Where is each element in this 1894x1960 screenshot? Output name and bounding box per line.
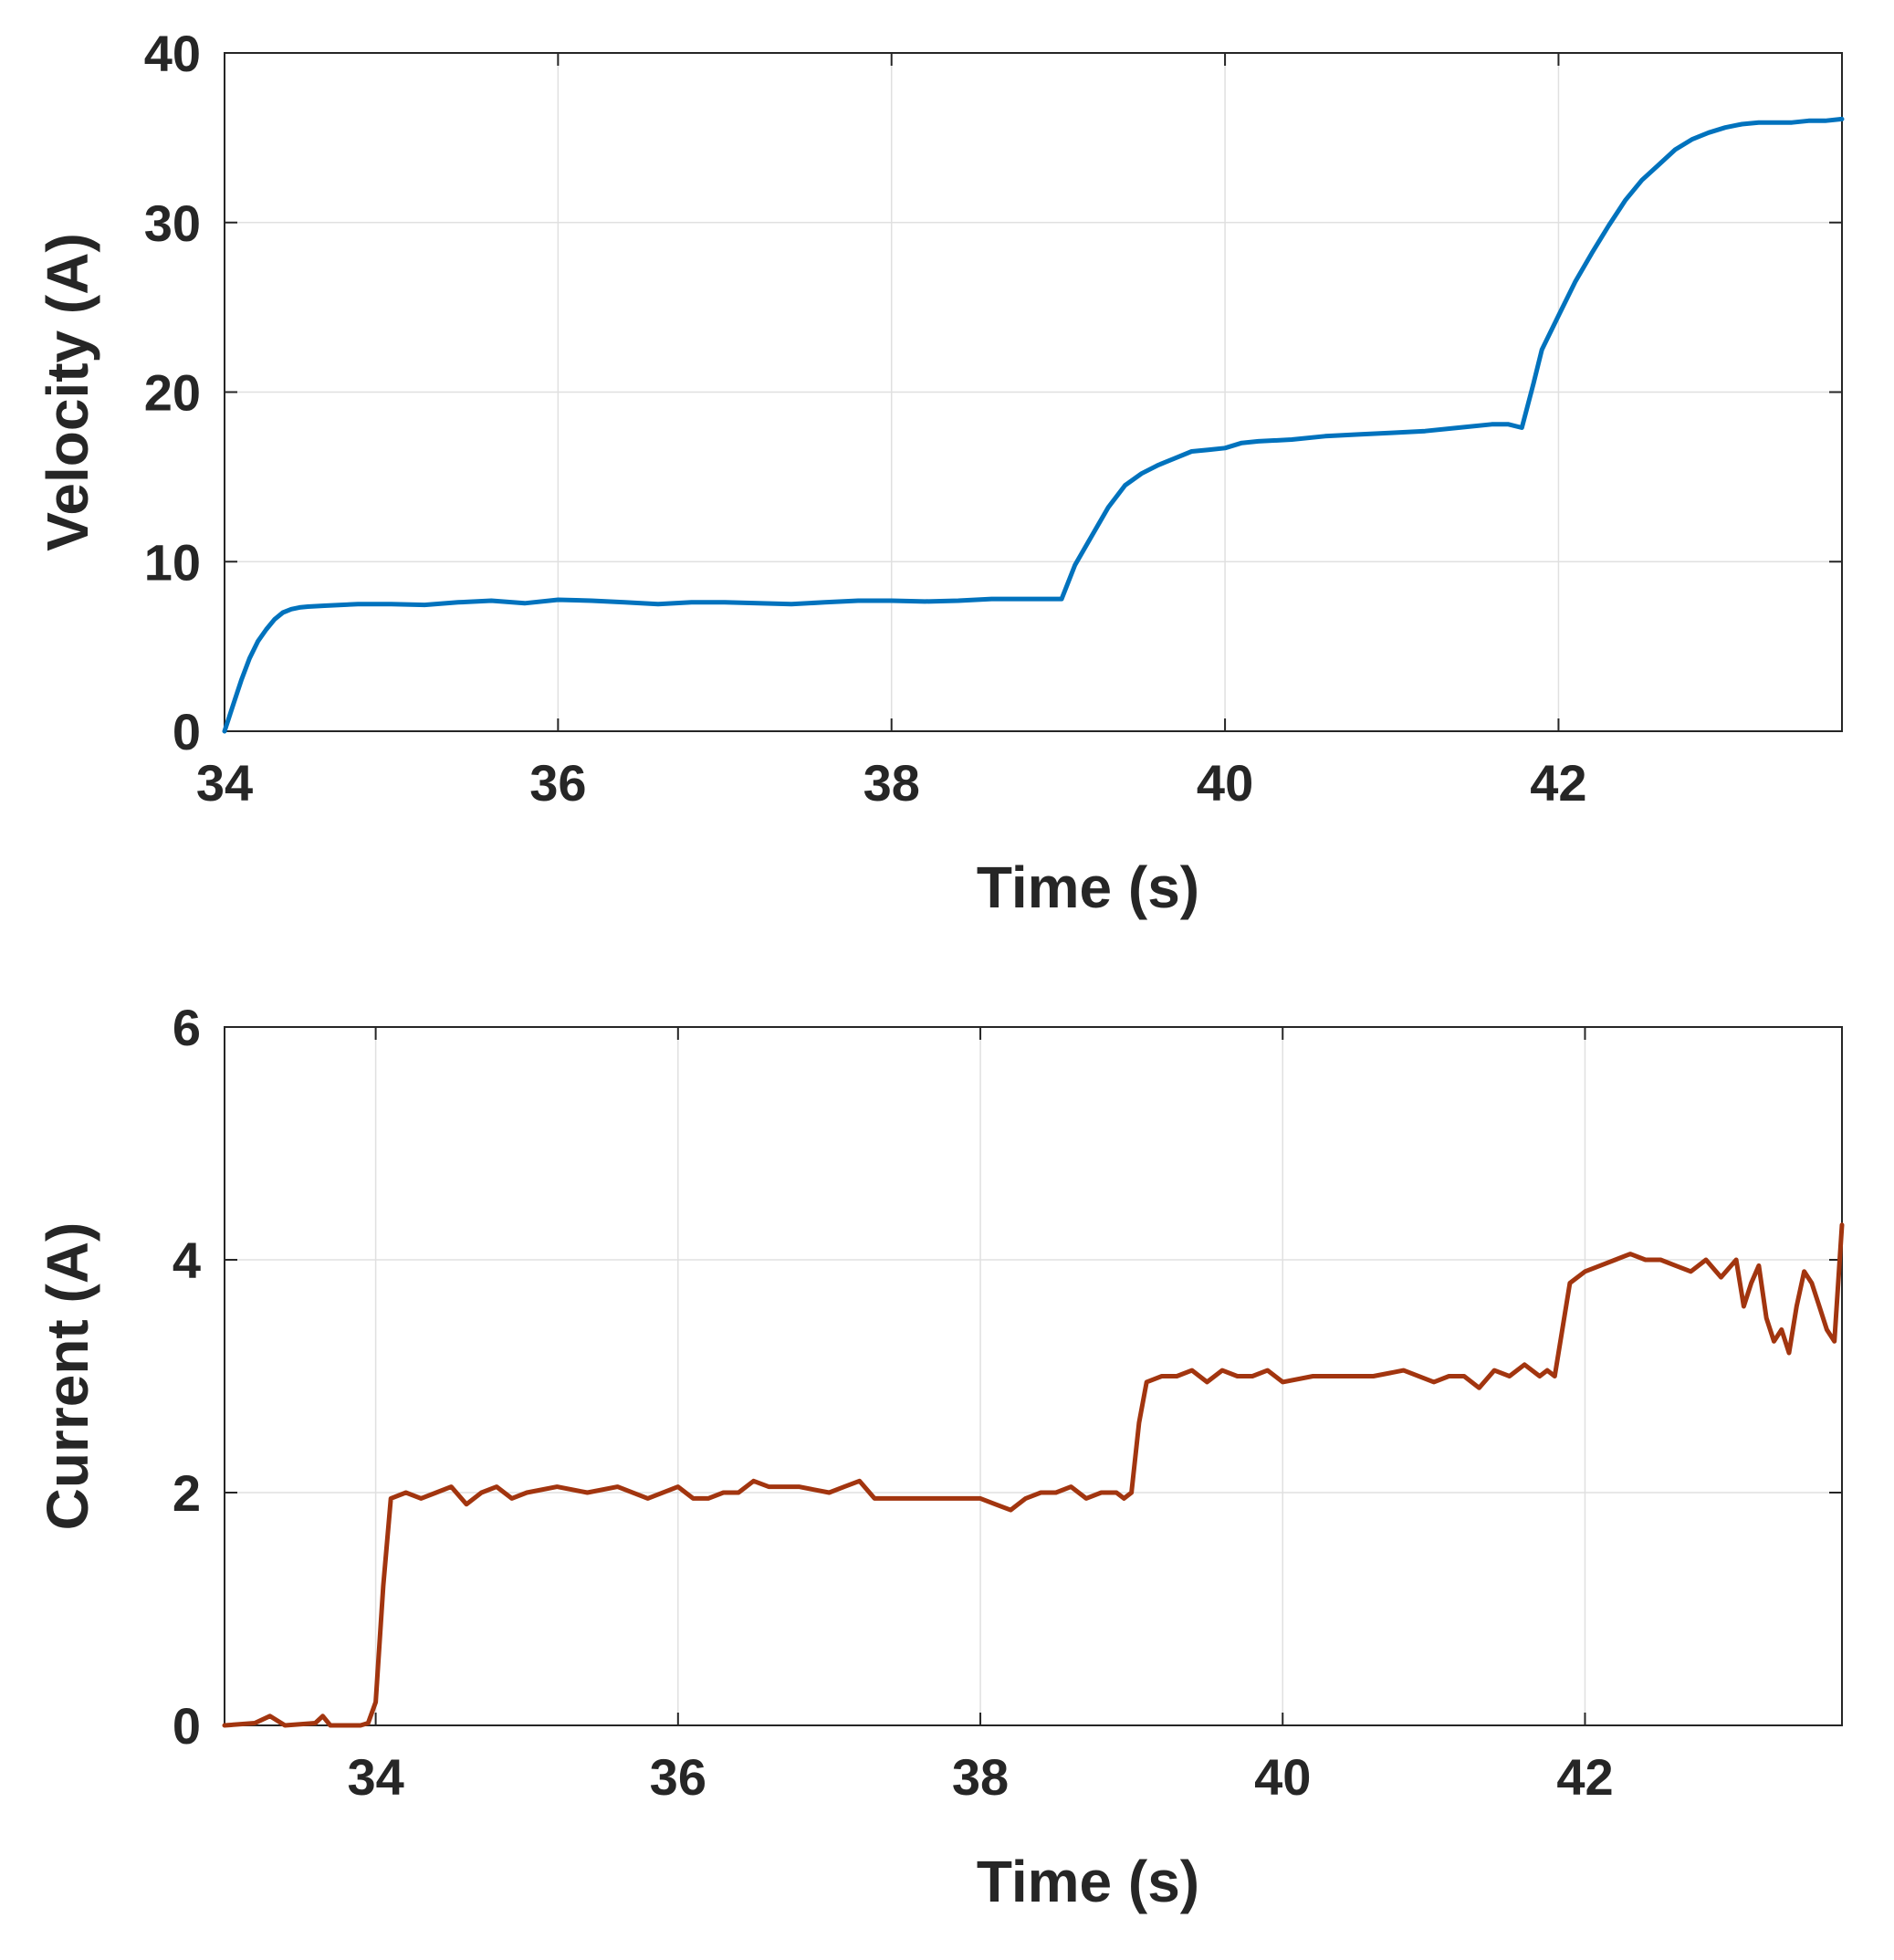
current-x-tick-label: 40	[1254, 1748, 1311, 1806]
velocity-y-tick-label: 20	[144, 364, 201, 422]
velocity-y-tick-label: 40	[144, 25, 201, 82]
current-x-tick-label: 42	[1556, 1748, 1613, 1806]
current-x-tick-label: 38	[952, 1748, 1009, 1806]
current-x-axis-label: Time (s)	[977, 1849, 1199, 1914]
current-y-tick-label: 0	[173, 1697, 201, 1755]
velocity-y-axis-label: Velocity (A)	[35, 233, 100, 551]
velocity-y-tick-label: 30	[144, 194, 201, 252]
current-y-axis-label: Current (A)	[35, 1222, 100, 1531]
velocity-y-tick-label: 0	[173, 703, 201, 760]
current-y-tick-label: 2	[173, 1464, 201, 1522]
velocity-x-tick-label: 38	[863, 754, 920, 812]
velocity-x-tick-label: 34	[196, 754, 253, 812]
velocity-chart: 34 36 38 40 42 0 10 20 30 40 Time (s) Velocity (A)	[35, 25, 1845, 920]
velocity-x-axis-label: Time (s)	[977, 854, 1199, 920]
velocity-x-tick-label: 40	[1197, 754, 1253, 812]
current-series-line	[222, 1222, 1845, 1728]
current-x-tick-label: 34	[347, 1748, 403, 1806]
current-chart: 34 36 38 40 42 0 2 4 6 Time (s) Current (A)	[35, 999, 1845, 1914]
velocity-series-line	[222, 116, 1845, 734]
current-x-tick-label: 36	[650, 1748, 706, 1806]
current-y-tick-label: 6	[173, 999, 201, 1056]
velocity-x-tick-label: 36	[529, 754, 586, 812]
current-y-tick-label: 4	[173, 1232, 201, 1289]
velocity-x-tick-label: 42	[1530, 754, 1586, 812]
velocity-y-tick-label: 10	[144, 533, 201, 591]
current-axes-box	[224, 1026, 1843, 1726]
